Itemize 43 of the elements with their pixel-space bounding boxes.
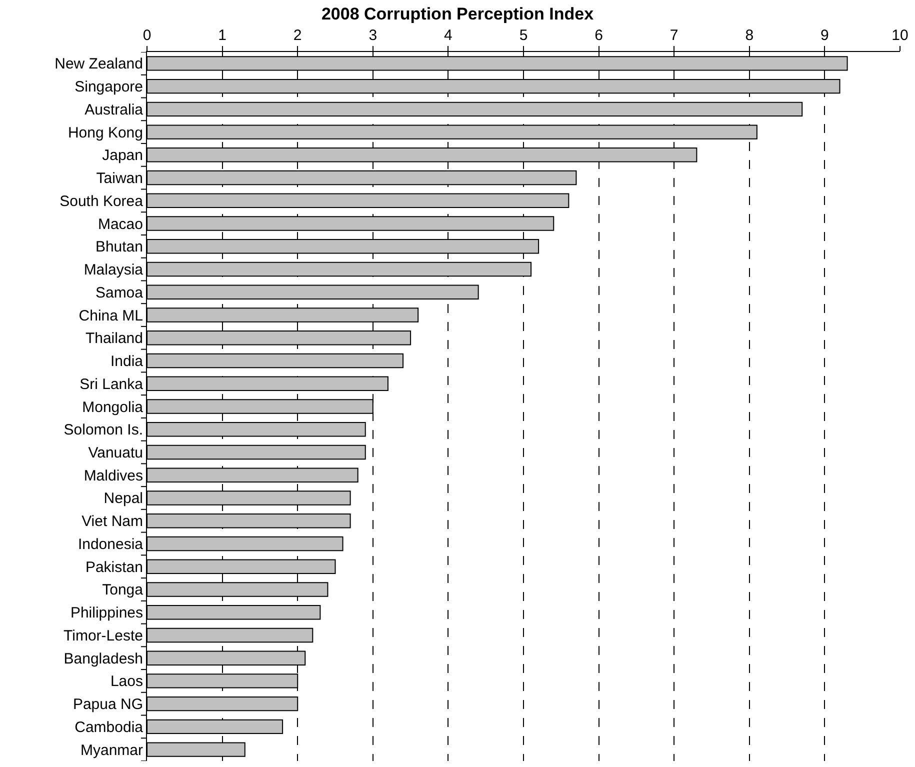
y-tick-label: Bhutan — [95, 238, 143, 256]
chart-title: 2008 Corruption Perception Index — [321, 4, 594, 24]
y-tick-label: Timor-Leste — [64, 627, 143, 644]
x-tick-label: 9 — [820, 27, 829, 44]
y-tick-label: Indonesia — [78, 536, 144, 553]
y-tick-label: Samoa — [95, 284, 144, 302]
y-tick-label: Pakistan — [85, 558, 143, 576]
y-tick-label: Vanuatu — [88, 444, 143, 462]
y-tick-label: Japan — [102, 147, 143, 164]
y-tick-label: Sri Lanka — [80, 376, 144, 393]
y-tick-label: Bangladesh — [64, 650, 143, 668]
y-tick-label: Nepal — [104, 490, 143, 508]
y-tick-label: Papua NG — [72, 696, 143, 714]
y-tick-label: Australia — [84, 101, 144, 118]
y-tick-label: Philippines — [70, 604, 143, 622]
x-tick-label: 2 — [293, 27, 302, 44]
y-tick-label: Cambodia — [74, 718, 144, 736]
y-tick-label: Solomon Is. — [64, 422, 143, 439]
y-tick-label: Malaysia — [84, 262, 144, 279]
y-tick-label: New Zealand — [54, 56, 143, 73]
y-tick-label: Laos — [110, 673, 143, 690]
y-tick-label: Tonga — [102, 582, 144, 599]
y-tick-label: Hong Kong — [68, 124, 143, 142]
y-tick-label: India — [110, 353, 144, 370]
x-tick-label: 8 — [745, 27, 754, 44]
x-tick-label: 4 — [444, 27, 452, 44]
y-tick-label: Singapore — [74, 78, 143, 96]
y-tick-label: South Korea — [60, 192, 144, 210]
y-tick-label: Taiwan — [96, 170, 143, 188]
y-tick-label: Maldives — [84, 467, 143, 484]
y-tick-label: Macao — [98, 216, 143, 233]
y-tick-label: Myanmar — [80, 742, 143, 759]
x-tick-label: 6 — [594, 27, 603, 44]
x-tick-label: 1 — [218, 27, 226, 44]
x-tick-label: 7 — [670, 27, 678, 44]
x-tick-label: 0 — [142, 27, 152, 44]
y-tick-label: Viet Nam — [82, 513, 143, 530]
y-tick-label: Mongolia — [82, 398, 144, 416]
y-tick-label: Thailand — [85, 330, 143, 348]
x-tick-label: 3 — [368, 27, 378, 44]
x-tick-label: 5 — [519, 27, 528, 44]
y-tick-label: China ML — [78, 307, 143, 324]
x-tick-label: 10 — [892, 27, 908, 44]
